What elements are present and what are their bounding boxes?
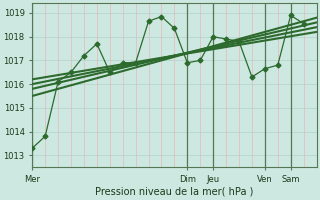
X-axis label: Pression niveau de la mer( hPa ): Pression niveau de la mer( hPa ) <box>95 187 253 197</box>
